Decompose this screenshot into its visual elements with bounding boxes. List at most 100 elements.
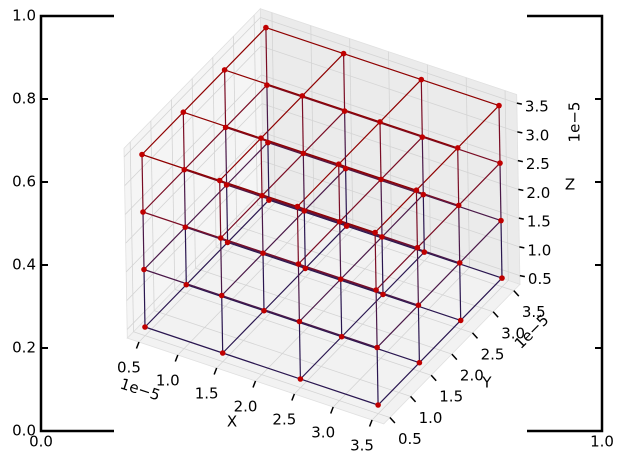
point <box>418 76 425 83</box>
axis-tick-label: 0.5 <box>528 270 552 288</box>
point <box>335 161 342 167</box>
connector <box>182 112 185 170</box>
connector <box>144 199 270 328</box>
point <box>413 187 420 193</box>
axis-tick-label: 1.0 <box>156 371 180 389</box>
axis-tick-label: 3.5 <box>525 98 549 116</box>
grid-line <box>154 310 411 397</box>
axis-tick-label: 0.5 <box>117 358 141 376</box>
axis-tick <box>513 290 520 297</box>
point <box>415 302 422 309</box>
connector <box>261 195 264 254</box>
grid-line <box>133 331 391 418</box>
axis-tick-label: 2.5 <box>481 345 505 363</box>
point <box>260 250 266 256</box>
point <box>455 202 462 209</box>
connector <box>380 179 383 237</box>
axis-tick <box>291 393 296 401</box>
connector <box>184 169 418 249</box>
axis-tick <box>519 274 525 278</box>
axis-tick <box>330 406 334 414</box>
grid-line <box>262 131 519 219</box>
point <box>223 182 230 188</box>
connector <box>142 211 145 270</box>
point <box>343 223 350 229</box>
connector <box>375 162 501 291</box>
grid-line <box>174 289 432 376</box>
connector <box>459 262 462 321</box>
axis-tick <box>471 332 479 339</box>
point <box>497 160 503 166</box>
connector <box>298 194 424 322</box>
axis-tick-label: 1.5 <box>527 213 551 231</box>
axis-tick-label: 1.0 <box>419 409 443 427</box>
point <box>296 318 303 325</box>
point <box>456 260 463 266</box>
connector <box>143 142 269 270</box>
axis-tick <box>410 395 417 403</box>
point <box>377 119 383 125</box>
connector <box>338 164 341 222</box>
point <box>141 266 147 273</box>
connector <box>185 226 419 306</box>
connector <box>221 168 347 296</box>
grid-line <box>263 189 520 277</box>
y-tick-label: 0.8 <box>12 90 36 108</box>
connector <box>498 105 501 164</box>
point <box>340 50 347 57</box>
connector <box>186 284 420 364</box>
axis-tick <box>389 417 396 424</box>
point <box>302 265 309 272</box>
connector <box>260 138 263 196</box>
axis-tick-label: 2.0 <box>460 367 484 385</box>
axis-tick-label: 3.0 <box>501 324 525 342</box>
point <box>224 239 231 246</box>
point <box>499 275 505 281</box>
axis-tick-label: 2.5 <box>272 410 296 428</box>
point <box>372 229 378 236</box>
point <box>266 197 272 203</box>
connector <box>262 253 265 311</box>
point <box>263 24 269 31</box>
grid-line <box>257 204 514 292</box>
connector <box>417 305 420 363</box>
connector <box>183 169 186 228</box>
connector <box>344 111 347 169</box>
connector <box>374 232 377 291</box>
point <box>498 217 504 224</box>
grid-line <box>261 103 519 190</box>
axis-tick <box>518 217 524 220</box>
grid-line <box>124 74 262 215</box>
axis-tick-label: 0.5 <box>398 430 422 448</box>
grid-line <box>262 160 520 248</box>
connector <box>302 153 305 211</box>
axis-tick-label: 3.5 <box>522 303 546 321</box>
point <box>139 151 145 158</box>
connector <box>458 205 461 263</box>
point <box>496 102 502 109</box>
connector <box>219 180 222 239</box>
connector <box>220 237 223 296</box>
point <box>375 402 381 408</box>
point <box>259 192 265 199</box>
grid-line <box>261 74 518 162</box>
connector <box>144 326 379 406</box>
axis-tick-label: 2.0 <box>526 184 550 202</box>
connector <box>266 85 269 143</box>
axis-tick <box>368 419 373 427</box>
point <box>219 350 226 356</box>
axis-tick <box>492 311 499 318</box>
connector <box>265 27 500 107</box>
grid-line <box>260 16 517 104</box>
point <box>218 292 225 299</box>
axis-tick <box>174 354 179 362</box>
point <box>300 150 307 157</box>
connector <box>303 210 306 269</box>
connector <box>297 136 423 265</box>
connector <box>296 206 299 265</box>
point <box>301 208 308 214</box>
connector <box>183 111 417 191</box>
point <box>261 307 267 314</box>
axis-tick <box>430 374 437 382</box>
